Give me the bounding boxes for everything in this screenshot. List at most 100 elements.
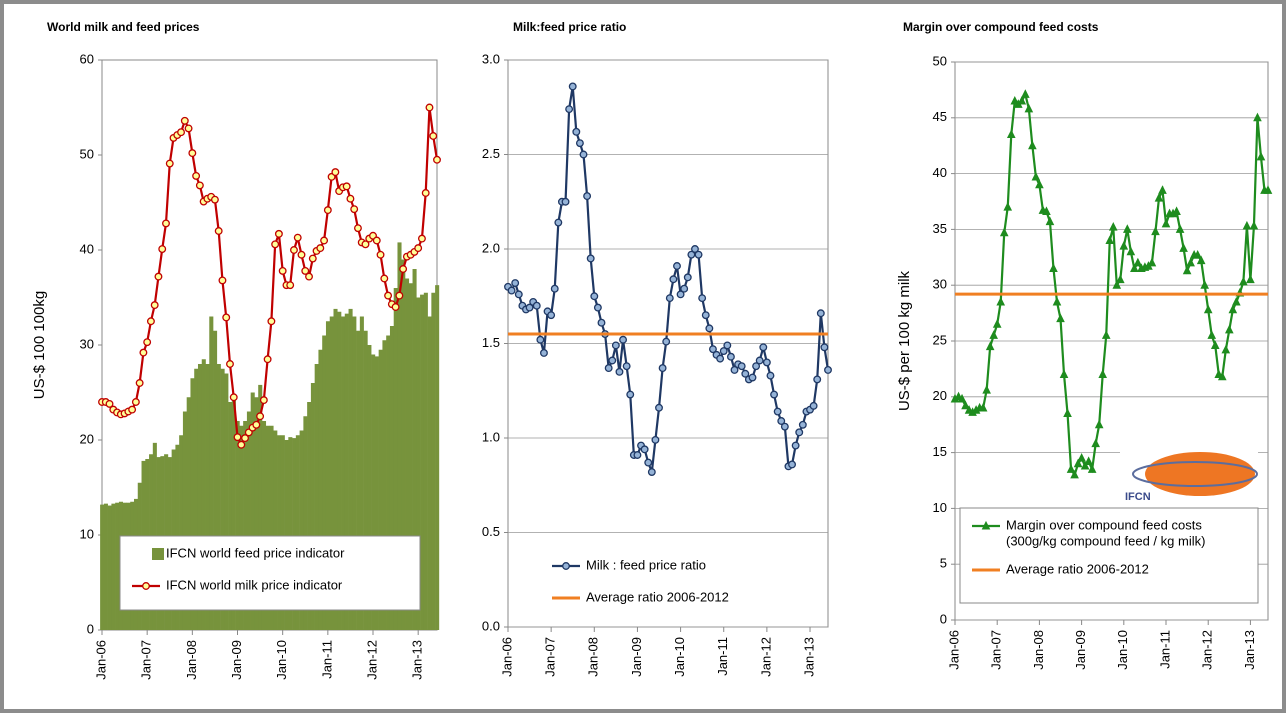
chart-title: Milk:feed price ratio bbox=[513, 20, 626, 34]
bar bbox=[235, 421, 240, 630]
x-tick-label: Jan-07 bbox=[139, 640, 154, 680]
bar bbox=[367, 345, 372, 630]
marker bbox=[1242, 220, 1252, 230]
marker bbox=[135, 379, 144, 387]
x-tick-label: Jan-08 bbox=[184, 640, 199, 680]
marker bbox=[1059, 369, 1069, 378]
x-tick-label: Jan-10 bbox=[1115, 630, 1130, 670]
legend-label: Milk : feed price ratio bbox=[586, 557, 706, 572]
marker bbox=[662, 337, 671, 346]
marker bbox=[293, 233, 302, 242]
x-tick-label: Jan-07 bbox=[989, 630, 1004, 670]
marker bbox=[658, 364, 667, 373]
marker bbox=[1098, 369, 1108, 378]
marker bbox=[766, 371, 775, 380]
marker bbox=[433, 155, 441, 164]
y-tick-label: 0 bbox=[940, 611, 947, 626]
marker bbox=[593, 303, 602, 312]
marker bbox=[395, 291, 404, 300]
bar bbox=[423, 292, 428, 630]
bar bbox=[205, 364, 210, 630]
bar bbox=[397, 242, 402, 630]
bar bbox=[299, 430, 304, 630]
marker bbox=[694, 250, 703, 259]
marker bbox=[820, 343, 829, 352]
marker bbox=[568, 82, 577, 91]
bar bbox=[401, 259, 406, 630]
marker bbox=[158, 245, 167, 253]
marker bbox=[1056, 313, 1065, 323]
y-tick-label: 50 bbox=[933, 53, 947, 68]
marker bbox=[429, 132, 438, 140]
marker bbox=[1119, 241, 1129, 250]
marker bbox=[737, 362, 746, 371]
bar bbox=[333, 308, 338, 630]
marker bbox=[590, 292, 599, 301]
marker bbox=[1021, 89, 1030, 98]
bar bbox=[314, 364, 319, 630]
marker bbox=[1175, 224, 1185, 233]
marker bbox=[1151, 226, 1160, 236]
bar bbox=[265, 425, 270, 630]
marker bbox=[417, 234, 426, 243]
marker bbox=[1080, 460, 1090, 470]
marker bbox=[996, 296, 1006, 306]
x-tick-label: Jan-09 bbox=[1073, 630, 1088, 670]
marker bbox=[511, 279, 520, 287]
marker bbox=[305, 272, 313, 281]
marker bbox=[399, 265, 408, 273]
marker bbox=[565, 105, 574, 114]
marker bbox=[1006, 129, 1016, 139]
x-tick-label: Jan-13 bbox=[801, 637, 816, 677]
marker bbox=[798, 420, 807, 429]
bar bbox=[416, 297, 421, 630]
marker bbox=[165, 159, 174, 168]
marker bbox=[263, 355, 272, 364]
marker bbox=[816, 309, 825, 318]
marker bbox=[237, 440, 246, 449]
marker bbox=[142, 582, 150, 590]
x-tick-label: Jan-10 bbox=[672, 637, 687, 677]
bar bbox=[427, 316, 432, 630]
marker bbox=[1263, 185, 1273, 194]
marker bbox=[550, 284, 559, 293]
bar bbox=[213, 330, 218, 630]
marker bbox=[1115, 274, 1125, 284]
marker bbox=[619, 335, 628, 344]
marker bbox=[1087, 464, 1097, 473]
bar bbox=[325, 321, 331, 630]
bar bbox=[115, 502, 120, 630]
marker bbox=[1172, 206, 1181, 216]
bar bbox=[363, 330, 368, 630]
marker bbox=[105, 399, 114, 408]
bar bbox=[197, 364, 203, 630]
legend-swatch bbox=[152, 548, 164, 560]
bar bbox=[280, 435, 285, 630]
marker bbox=[762, 358, 771, 367]
marker bbox=[1105, 235, 1115, 245]
marker bbox=[1207, 330, 1217, 339]
marker bbox=[507, 286, 516, 295]
bar bbox=[303, 416, 308, 630]
marker bbox=[1179, 243, 1188, 252]
marker bbox=[1094, 419, 1104, 429]
bar bbox=[239, 425, 244, 630]
bar bbox=[216, 364, 221, 630]
bar bbox=[288, 437, 293, 630]
marker bbox=[323, 206, 332, 215]
x-tick-label: Jan-11 bbox=[319, 640, 334, 679]
legend-label: IFCN world feed price indicator bbox=[166, 545, 345, 560]
marker bbox=[252, 420, 261, 429]
x-tick-label: Jan-09 bbox=[629, 637, 644, 677]
marker bbox=[795, 428, 804, 437]
bar bbox=[277, 435, 282, 630]
bar bbox=[250, 392, 255, 630]
y-tick-label: 20 bbox=[933, 388, 947, 403]
bar bbox=[378, 349, 383, 630]
marker bbox=[1108, 222, 1118, 231]
marker bbox=[809, 401, 818, 410]
bar bbox=[179, 435, 184, 630]
marker bbox=[316, 244, 325, 253]
marker bbox=[346, 194, 355, 203]
marker bbox=[331, 168, 340, 177]
